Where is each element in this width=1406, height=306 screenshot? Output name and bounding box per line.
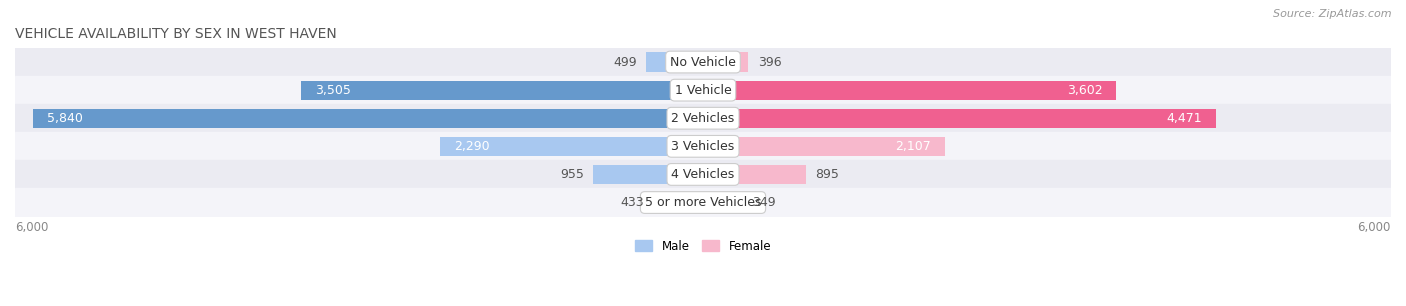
Bar bbox=[593, 165, 703, 184]
Bar bbox=[15, 76, 1391, 104]
Bar bbox=[15, 48, 1391, 76]
Bar bbox=[15, 132, 1391, 160]
Text: 499: 499 bbox=[613, 56, 637, 69]
Bar bbox=[440, 137, 703, 156]
Text: 3,505: 3,505 bbox=[315, 84, 350, 97]
Bar bbox=[703, 80, 1116, 100]
Text: 349: 349 bbox=[752, 196, 776, 209]
Text: 1 Vehicle: 1 Vehicle bbox=[675, 84, 731, 97]
Text: 396: 396 bbox=[758, 56, 782, 69]
Bar bbox=[15, 160, 1391, 188]
Bar bbox=[703, 53, 748, 72]
Text: 5 or more Vehicles: 5 or more Vehicles bbox=[645, 196, 761, 209]
Bar bbox=[301, 80, 703, 100]
Bar bbox=[34, 109, 703, 128]
Text: 2,107: 2,107 bbox=[896, 140, 931, 153]
Text: 5,840: 5,840 bbox=[48, 112, 83, 125]
Bar bbox=[703, 137, 945, 156]
Text: 4,471: 4,471 bbox=[1167, 112, 1202, 125]
Text: 4 Vehicles: 4 Vehicles bbox=[672, 168, 734, 181]
Bar bbox=[703, 193, 742, 212]
Text: 2 Vehicles: 2 Vehicles bbox=[672, 112, 734, 125]
Bar bbox=[703, 109, 1216, 128]
Text: Source: ZipAtlas.com: Source: ZipAtlas.com bbox=[1274, 9, 1392, 19]
Text: VEHICLE AVAILABILITY BY SEX IN WEST HAVEN: VEHICLE AVAILABILITY BY SEX IN WEST HAVE… bbox=[15, 27, 337, 41]
Bar bbox=[15, 188, 1391, 217]
Text: 2,290: 2,290 bbox=[454, 140, 489, 153]
Bar bbox=[645, 53, 703, 72]
Text: No Vehicle: No Vehicle bbox=[671, 56, 735, 69]
Bar bbox=[15, 104, 1391, 132]
Text: 895: 895 bbox=[815, 168, 838, 181]
Text: 6,000: 6,000 bbox=[1358, 221, 1391, 234]
Text: 6,000: 6,000 bbox=[15, 221, 48, 234]
Legend: Male, Female: Male, Female bbox=[634, 240, 772, 253]
Text: 3,602: 3,602 bbox=[1067, 84, 1102, 97]
Text: 955: 955 bbox=[561, 168, 585, 181]
Text: 433: 433 bbox=[620, 196, 644, 209]
Bar bbox=[654, 193, 703, 212]
Text: 3 Vehicles: 3 Vehicles bbox=[672, 140, 734, 153]
Bar bbox=[703, 165, 806, 184]
